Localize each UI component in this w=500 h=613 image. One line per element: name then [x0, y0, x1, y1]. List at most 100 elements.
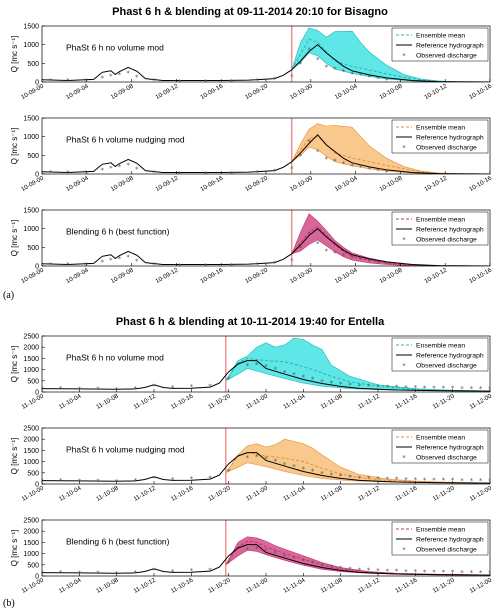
observed-point: *: [256, 169, 260, 177]
x-tick-label: 11-11-04: [282, 392, 307, 410]
observed-point: *: [359, 164, 363, 172]
x-tick-label: 10-09-08: [110, 266, 135, 285]
observed-point: *: [320, 470, 324, 478]
observed-point: *: [152, 77, 156, 85]
observed-point: *: [299, 60, 303, 68]
x-tick-label: 11-10-16: [170, 484, 195, 502]
y-tick-label: 1000: [23, 459, 39, 466]
subplot-caption: Blending 6 h (best function): [66, 227, 170, 237]
legend-ensemble-label: Ensemble mean: [416, 527, 465, 534]
observed-point: *: [96, 478, 100, 486]
reference-hydrograph-line: [42, 44, 490, 82]
observed-point: *: [376, 75, 380, 83]
observed-point: *: [325, 247, 329, 255]
legend-observed-swatch: *: [402, 52, 406, 60]
observed-point: *: [171, 384, 175, 392]
legend-observed-label: Observed discharge: [416, 145, 477, 152]
observed-point: *: [40, 477, 44, 485]
observed-point: *: [83, 261, 87, 269]
observed-point: *: [118, 255, 122, 263]
y-axis-label: Q [mc s⁻¹]: [10, 128, 19, 165]
observed-point: *: [320, 378, 324, 386]
y-tick-label: 2500: [23, 426, 39, 433]
observed-point: *: [292, 555, 296, 563]
observed-point: *: [49, 77, 53, 85]
subplot-caption: PhaSt 6 h volume nudging mod: [66, 445, 185, 455]
observed-point: *: [264, 363, 268, 371]
observed-point: *: [178, 170, 182, 178]
ensemble-mean-line: [291, 226, 490, 266]
y-axis-label: Q [mc s⁻¹]: [10, 220, 19, 257]
x-tick-label: 10-09-08: [110, 82, 135, 101]
observed-point: *: [126, 69, 130, 77]
legend-reference-label: Reference hydrograph: [416, 353, 484, 360]
observed-point: *: [358, 566, 362, 574]
observed-point: *: [204, 170, 208, 178]
x-tick-label: 10-09-12: [154, 266, 179, 285]
observed-point: *: [109, 165, 113, 173]
observed-point: *: [451, 569, 455, 577]
x-tick-label: 11-11-12: [357, 576, 382, 594]
panel-b-label: (b): [3, 598, 15, 609]
observed-point: *: [342, 160, 346, 168]
observed-point: *: [460, 569, 464, 577]
observed-point: *: [385, 168, 389, 176]
observed-point: *: [178, 78, 182, 86]
legend-observed-label: Observed discharge: [416, 363, 477, 370]
observed-point: *: [348, 566, 352, 574]
observed-point: *: [40, 569, 44, 577]
observed-point: *: [311, 376, 315, 384]
observed-point: *: [299, 244, 303, 252]
y-tick-label: 500: [27, 562, 39, 569]
legend-reference-label: Reference hydrograph: [416, 445, 484, 452]
y-tick-label: 0: [35, 264, 39, 271]
x-tick-label: 11-11-04: [282, 484, 307, 502]
observed-point: *: [395, 384, 399, 392]
observed-point: *: [115, 570, 119, 578]
x-tick-label: 10-09-20: [244, 266, 269, 285]
observed-point: *: [83, 169, 87, 177]
observed-point: *: [423, 476, 427, 484]
x-tick-label: 10-10-00: [289, 82, 314, 101]
x-tick-label: 11-10-08: [95, 484, 120, 502]
observed-point: *: [307, 230, 311, 238]
observed-point: *: [255, 361, 259, 369]
observed-point: *: [442, 569, 446, 577]
observed-point: *: [59, 477, 63, 485]
observed-point: *: [460, 477, 464, 485]
observed-point: *: [359, 72, 363, 80]
observed-point: *: [204, 262, 208, 270]
observed-point: *: [342, 252, 346, 260]
observed-point: *: [115, 386, 119, 394]
x-tick-label: 10-09-12: [154, 174, 179, 193]
x-tick-label: 11-10-00: [20, 392, 45, 410]
observed-point: *: [368, 257, 372, 265]
subplot-3: * * * * * * * * * * * * * * * * * * * * * * * * * * 0 500 1000 1500 10…: [10, 208, 493, 286]
observed-point: *: [350, 70, 354, 78]
observed-point: *: [316, 240, 320, 248]
x-tick-label: 10-09-00: [20, 174, 45, 193]
observed-point: *: [152, 169, 156, 177]
observed-point: *: [325, 155, 329, 163]
observed-point: *: [227, 468, 231, 476]
subplot-caption: PhaSt 6 h no volume mod: [66, 353, 164, 363]
x-tick-label: 11-10-12: [132, 484, 157, 502]
x-tick-label: 10-09-16: [199, 266, 224, 285]
observed-point: *: [135, 165, 139, 173]
subplot-5: **************************************05…: [10, 426, 493, 503]
plot-area: * * * * * * * * * * * * * * * * * * * * * * * * * *: [42, 210, 490, 270]
x-tick-label: 10-10-08: [378, 266, 403, 285]
observed-point: *: [66, 77, 70, 85]
y-tick-label: 500: [27, 245, 39, 252]
x-tick-label: 10-10-12: [423, 174, 448, 193]
observed-point: *: [283, 553, 287, 561]
y-axis-label: Q [mc s⁻¹]: [10, 530, 19, 567]
observed-point: *: [208, 474, 212, 482]
observed-point: *: [208, 382, 212, 390]
y-tick-label: 0: [35, 80, 39, 87]
observed-point: *: [311, 468, 315, 476]
panel-a-title: Phast 6 h & blending at 09-11-2014 20:10…: [112, 6, 388, 18]
observed-point: *: [451, 477, 455, 485]
x-tick-label: 11-11-08: [320, 576, 345, 594]
observed-point: *: [274, 457, 278, 465]
